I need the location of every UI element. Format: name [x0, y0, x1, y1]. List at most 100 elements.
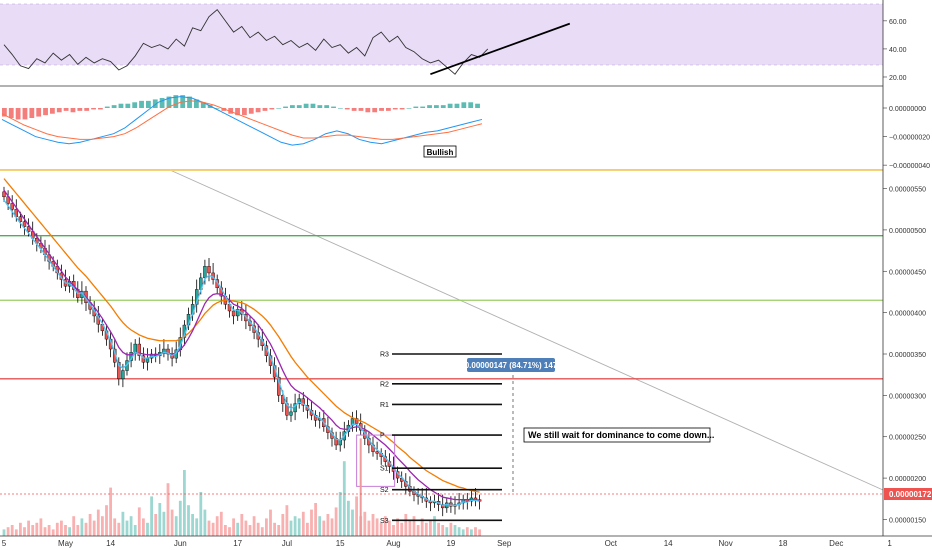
macd-histogram-bar [434, 105, 439, 108]
volume-bar [318, 516, 322, 536]
price-y-tick-label: 0.00000350 [889, 352, 926, 359]
volume-bar [285, 505, 289, 536]
ema-slow-line [3, 178, 480, 493]
volume-bar [465, 527, 469, 536]
pivot-label: S2 [380, 487, 389, 494]
volume-bar [195, 518, 199, 536]
macd-histogram-bar [8, 108, 14, 118]
candle-body [121, 370, 125, 380]
volume-bar [265, 518, 268, 536]
candle-body [22, 221, 27, 227]
volume-bar [142, 518, 145, 536]
volume-bar [10, 525, 14, 536]
volume-bar [207, 520, 211, 536]
volume-bar [281, 514, 285, 536]
macd-histogram-bar [2, 108, 7, 117]
macd-histogram-bar [454, 103, 460, 108]
volume-bar [166, 483, 170, 536]
volume-bar [244, 520, 248, 536]
volume-bar [60, 520, 63, 536]
volume-bar [19, 522, 22, 536]
measure-label: 0.00000147 (84.71%) 147 [465, 361, 558, 370]
macd-histogram-bar [111, 105, 117, 108]
volume-bar [396, 518, 399, 536]
volume-bar [351, 509, 354, 536]
macd-histogram-bar [392, 108, 398, 110]
volume-bar [68, 527, 71, 536]
macd-histogram-bar [63, 108, 69, 111]
macd-histogram-bar [194, 99, 199, 108]
volume-bar [314, 503, 317, 536]
macd-histogram-bar [98, 108, 103, 110]
volume-bar [203, 509, 207, 536]
volume-bar [441, 525, 445, 536]
volume-bar [256, 522, 260, 536]
volume-bar [39, 518, 43, 536]
candle-body [281, 395, 285, 404]
volume-bar [101, 516, 104, 536]
macd-histogram-bar [468, 102, 474, 108]
volume-bar [174, 516, 178, 536]
rsi-y-tick-label: 20.00 [889, 75, 907, 82]
x-tick-label: 5 [2, 539, 7, 548]
volume-bar [232, 518, 235, 536]
volume-bar [199, 492, 203, 536]
macd-histogram-bar [296, 105, 302, 108]
volume-bar [191, 514, 194, 536]
candle-body [207, 266, 211, 274]
macd-histogram-bar [15, 108, 21, 120]
volume-bar [129, 516, 133, 536]
volume-bar [363, 511, 367, 536]
macd-histogram-bar [427, 105, 432, 108]
macd-histogram-bar [118, 103, 124, 108]
macd-histogram-bar [56, 108, 62, 113]
bullish-label: Bullish [427, 148, 454, 157]
volume-bar [433, 516, 436, 536]
macd-histogram-bar [386, 108, 391, 111]
macd-histogram-bar [235, 108, 240, 116]
volume-bar [23, 527, 26, 536]
volume-bar [215, 516, 219, 536]
macd-histogram-bar [221, 108, 227, 111]
volume-bar [289, 520, 293, 536]
volume-bar [445, 527, 449, 536]
candle-body [231, 310, 236, 317]
price-y-tick-label: 0.00000500 [889, 228, 926, 235]
volume-bar [470, 529, 473, 536]
volume-bar [240, 514, 244, 536]
pivot-levels: R3 R2 R1 P S1 S2 S3 [380, 352, 502, 525]
rsi-panel [0, 3, 883, 76]
macd-histogram-bar [125, 103, 131, 108]
volume-bar [424, 522, 428, 536]
volume-bar [474, 527, 477, 536]
candle-body [297, 398, 301, 404]
volume-bar [248, 525, 252, 536]
macd-panel: Bullish [1, 95, 483, 158]
macd-histogram-bar [132, 102, 138, 108]
macd-histogram-bar [276, 108, 282, 109]
x-tick-label: 14 [664, 539, 673, 548]
candle-body [2, 191, 6, 198]
volume-bar [64, 525, 67, 536]
volume-bar [330, 518, 334, 536]
macd-histogram-bar [255, 108, 261, 113]
volume-bar [412, 516, 416, 536]
rsi-trendline [430, 22, 571, 76]
volume-bar [273, 522, 276, 536]
volume-bar [47, 525, 51, 536]
volume-bar [416, 525, 420, 536]
macd-line [1, 96, 483, 146]
volume-bar [109, 487, 112, 536]
macd-series [1, 95, 483, 146]
volume-bar [338, 492, 342, 536]
volume-bar [137, 507, 141, 536]
volume-bar [228, 527, 231, 536]
x-tick-label: 14 [106, 539, 115, 548]
volume-bar [392, 525, 395, 536]
volume-bar [150, 496, 153, 536]
volume-bar [334, 507, 338, 536]
macd-y-tick-label: −0.00000020 [889, 135, 930, 142]
macd-histogram-bar [358, 108, 364, 111]
volume-bar [187, 505, 190, 536]
